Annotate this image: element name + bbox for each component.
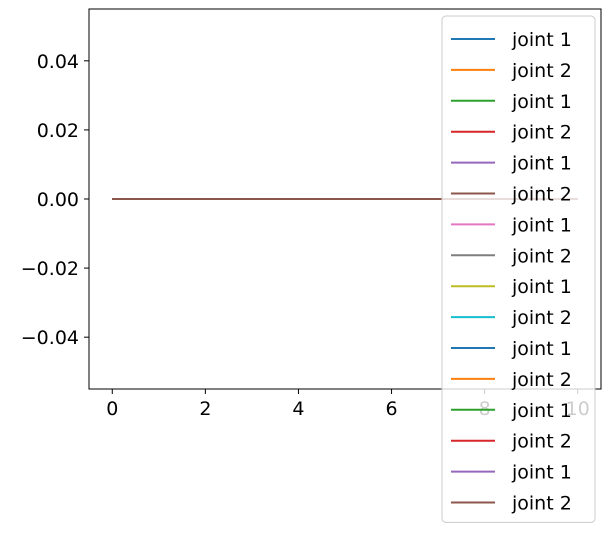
legend-label: joint 1 (511, 153, 572, 175)
legend-label: joint 1 (511, 214, 572, 236)
x-tick-label: 6 (385, 398, 397, 420)
y-tick-label: −0.02 (21, 258, 79, 280)
legend-label: joint 1 (511, 462, 572, 484)
legend-label: joint 1 (511, 338, 572, 360)
y-tick-label: 0.00 (37, 189, 79, 211)
legend-label: joint 2 (511, 369, 572, 391)
legend-label: joint 2 (511, 493, 572, 515)
legend-label: joint 1 (511, 276, 572, 298)
legend-label: joint 2 (511, 431, 572, 453)
y-tick-label: 0.04 (37, 51, 79, 73)
y-tick-label: 0.02 (37, 120, 79, 142)
x-tick-label: 0 (106, 398, 118, 420)
legend: joint 1 joint 2 joint 1 joint 2 joint 1 joint… (441, 15, 596, 523)
legend-label: joint 1 (511, 91, 572, 113)
legend-label: joint 2 (511, 184, 572, 206)
legend-box (441, 15, 596, 523)
legend-label: joint 1 (511, 29, 572, 51)
legend-label: joint 2 (511, 245, 572, 267)
legend-label: joint 2 (511, 60, 572, 82)
legend-label: joint 2 (511, 122, 572, 144)
x-tick-label: 2 (199, 398, 211, 420)
legend-label: joint 2 (511, 307, 572, 329)
legend-label: joint 1 (511, 400, 572, 422)
y-axis: 0.04 0.02 0.00 −0.02 −0.04 (21, 51, 89, 349)
x-tick-label: 4 (292, 398, 304, 420)
y-tick-label: −0.04 (21, 327, 79, 349)
